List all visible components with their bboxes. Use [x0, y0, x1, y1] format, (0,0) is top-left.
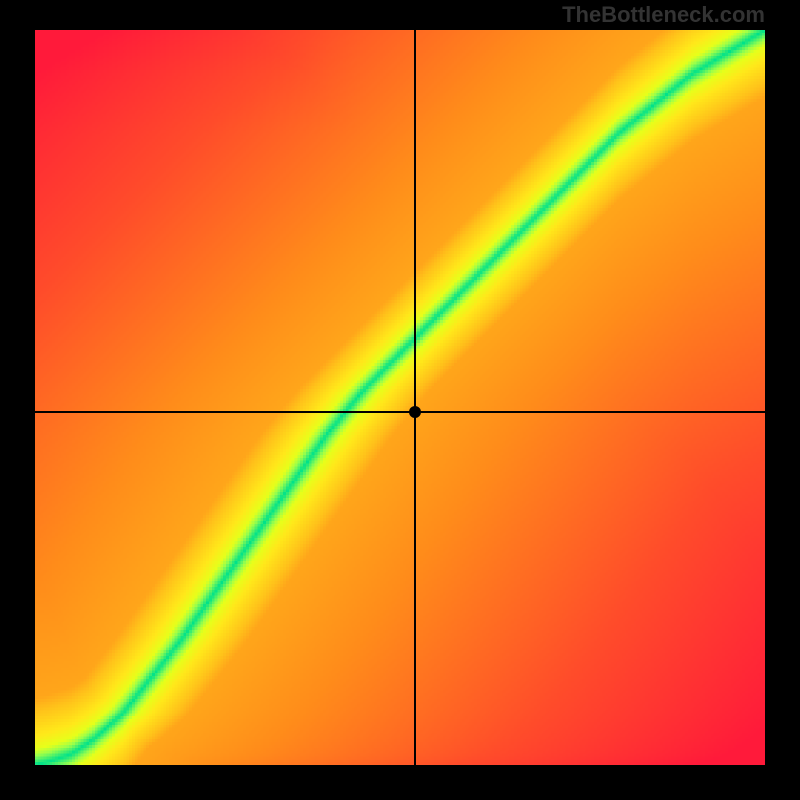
watermark-text: TheBottleneck.com: [562, 2, 765, 28]
bottleneck-heatmap: [35, 30, 765, 765]
crosshair-dot: [409, 406, 421, 418]
crosshair-vertical: [414, 30, 416, 765]
crosshair-horizontal: [35, 411, 765, 413]
